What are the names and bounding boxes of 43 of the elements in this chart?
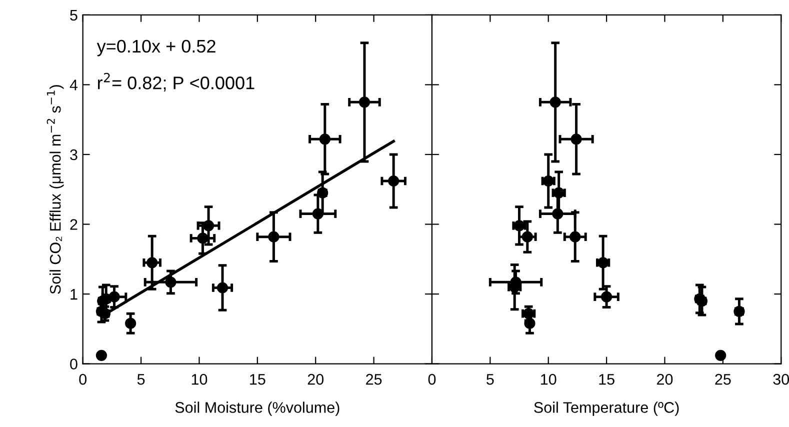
x-tick-label: 30 [773,374,789,385]
point [570,231,581,242]
point [216,282,228,294]
y-tick-label: 5 [70,10,78,21]
x-axis-title: Soil Temperature (ºC) [534,402,679,416]
point [202,220,214,232]
x-tick-label: 20 [308,374,324,385]
y-tick-label: 0 [70,358,78,370]
point [600,291,612,302]
x-tick-label: 5 [137,374,145,385]
point [570,134,582,145]
x-tick-label: 10 [192,374,208,385]
annotation: r$^{2}$= 0.82; P <0.0001 [98,72,254,92]
point [146,257,158,268]
y-axis-title: Soil CO₂ Efflux (μmol m$^{−2}$ s$^{−1}$) [46,85,64,294]
point [715,350,726,361]
point [96,350,108,361]
x-tick-label: 0 [79,374,86,385]
y-tick-label: 2 [70,219,78,230]
x-axis-title: Soil Moisture (%volume) [175,402,340,416]
point [197,232,208,244]
annotation: y=0.10x + 0.52 [96,40,216,56]
point [388,175,400,187]
x-tick-label: 15 [250,374,266,385]
point [522,231,533,242]
x-tick-label: 10 [541,374,556,385]
x-tick-label: 20 [657,374,673,385]
point [358,96,370,108]
point [125,318,136,329]
x-tick-label: 25 [715,374,731,385]
x-tick-label: 5 [486,374,494,385]
point [319,134,330,145]
y-tick-label: 3 [70,149,78,160]
point [268,231,280,242]
point [312,208,324,220]
point [552,208,564,220]
y-tick-label: 1 [70,289,78,300]
x-tick-label: 0 [428,374,436,385]
x-tick-label: 25 [366,374,382,385]
y-tick-label: 4 [70,80,78,90]
x-tick-label: 15 [599,374,614,385]
point [165,276,176,288]
point [550,96,561,108]
